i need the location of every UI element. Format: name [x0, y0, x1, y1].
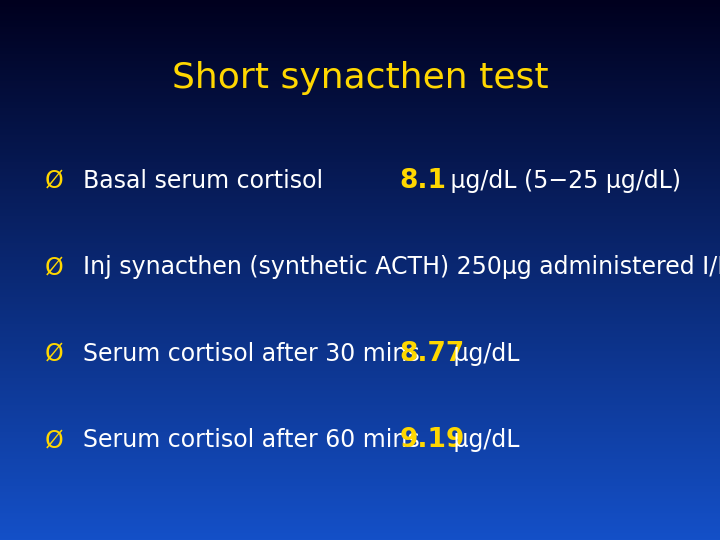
Text: μg/dL: μg/dL	[446, 342, 520, 366]
Text: Basal serum cortisol: Basal serum cortisol	[83, 169, 323, 193]
Text: Inj synacthen (synthetic ACTH) 250μg administered I/M: Inj synacthen (synthetic ACTH) 250μg adm…	[83, 255, 720, 279]
Text: μg/dL: μg/dL	[446, 428, 520, 452]
Text: Short synacthen test: Short synacthen test	[171, 62, 549, 95]
Text: Serum cortisol after 60 mins: Serum cortisol after 60 mins	[83, 428, 420, 452]
Text: Ø: Ø	[45, 342, 63, 366]
Text: 8.77: 8.77	[400, 341, 465, 367]
Text: Serum cortisol after 30 mins: Serum cortisol after 30 mins	[83, 342, 420, 366]
Text: Ø: Ø	[45, 255, 63, 279]
Text: 8.1: 8.1	[400, 168, 446, 194]
Text: 9.19: 9.19	[400, 427, 465, 453]
Text: Ø: Ø	[45, 428, 63, 452]
Text: μg/dL (5−25 μg/dL): μg/dL (5−25 μg/dL)	[428, 169, 681, 193]
Text: Ø: Ø	[45, 169, 63, 193]
